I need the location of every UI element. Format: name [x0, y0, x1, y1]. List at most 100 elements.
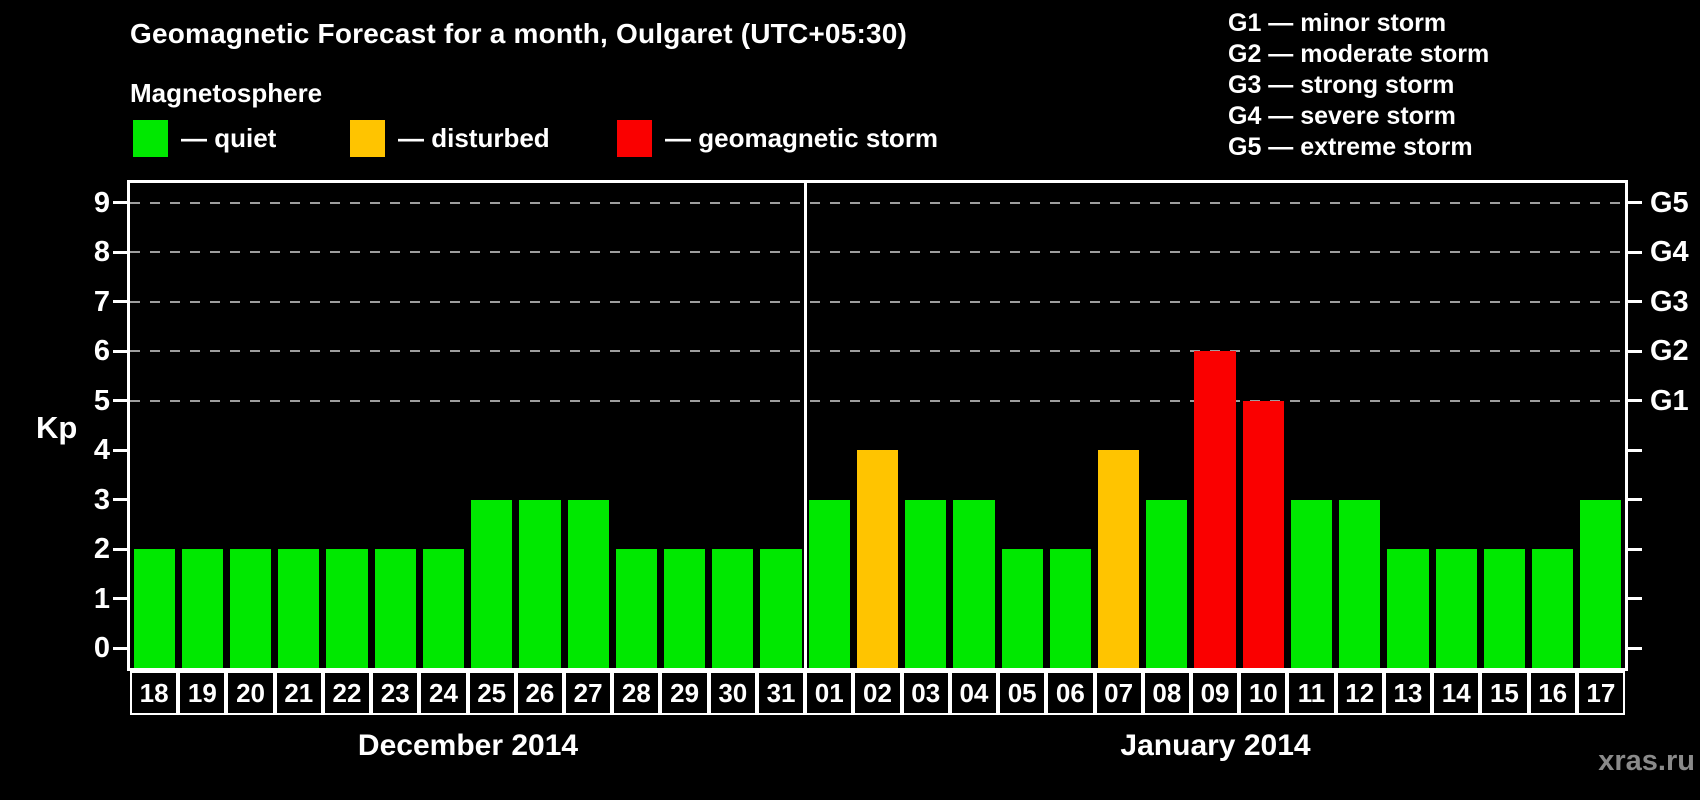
gridline-kp-6 — [130, 350, 1625, 353]
kp-bar-january-03 — [905, 499, 947, 668]
legend-label-storm: — geomagnetic storm — [665, 122, 939, 153]
date-cell-december-23: 23 — [371, 671, 420, 715]
g-legend-item-g3: G3 — strong storm — [1228, 71, 1455, 99]
y-tick-left-7 — [113, 300, 127, 304]
chart-title: Geomagnetic Forecast for a month, Oulgar… — [130, 18, 908, 49]
gridline-kp-8 — [130, 251, 1625, 254]
y-axis-label-8: 8 — [93, 236, 110, 269]
magnetosphere-legend-title: Magnetosphere — [130, 78, 323, 108]
date-cell-december-30: 30 — [708, 671, 757, 715]
legend-label-quiet: — quiet — [181, 122, 277, 153]
date-cell-december-24: 24 — [419, 671, 468, 715]
kp-bar-december-30 — [712, 549, 754, 668]
kp-bar-january-05 — [1001, 549, 1043, 668]
kp-bar-january-08 — [1146, 499, 1188, 668]
g-scale-axis-label-g1: G1 — [1650, 384, 1689, 417]
y-tick-left-9 — [113, 201, 127, 205]
kp-bar-december-19 — [181, 549, 223, 668]
date-cell-january-14: 14 — [1432, 671, 1481, 715]
gridline-kp-7 — [130, 300, 1625, 303]
date-cell-december-27: 27 — [564, 671, 613, 715]
kp-bar-december-22 — [326, 549, 368, 668]
date-cell-january-03: 03 — [901, 671, 950, 715]
y-tick-left-6 — [113, 349, 127, 353]
kp-axis-title: Kp — [36, 410, 78, 445]
kp-bar-january-01 — [808, 499, 850, 668]
plot-area — [127, 180, 1628, 671]
kp-bar-january-16 — [1532, 549, 1574, 668]
kp-bar-january-07 — [1098, 450, 1140, 668]
y-axis-label-9: 9 — [93, 186, 110, 219]
date-cell-january-15: 15 — [1480, 671, 1529, 715]
g-scale-axis-label-g2: G2 — [1650, 335, 1689, 368]
date-cell-january-11: 11 — [1287, 671, 1336, 715]
legend-item-quiet: — quiet — [133, 119, 276, 157]
date-cell-december-29: 29 — [660, 671, 709, 715]
watermark: xras.ru — [1598, 745, 1695, 777]
date-cell-january-13: 13 — [1383, 671, 1433, 715]
kp-bar-january-04 — [953, 499, 995, 668]
kp-bar-january-17 — [1580, 499, 1622, 668]
kp-bar-december-20 — [229, 549, 272, 668]
date-cell-january-02: 02 — [853, 671, 902, 715]
kp-bar-january-02 — [856, 450, 899, 668]
date-cell-january-07: 07 — [1094, 671, 1143, 715]
kp-bar-january-12 — [1339, 499, 1381, 668]
gridline-kp-5 — [130, 399, 1625, 402]
y-axis-label-7: 7 — [93, 285, 110, 318]
y-axis-label-0: 0 — [93, 632, 110, 665]
y-axis-label-3: 3 — [93, 483, 110, 516]
date-cell-january-05: 05 — [998, 671, 1047, 715]
kp-bar-january-14 — [1435, 549, 1477, 668]
kp-bar-december-31 — [760, 549, 802, 668]
quiet-color-swatch — [133, 119, 168, 157]
date-cell-december-31: 31 — [756, 671, 806, 715]
date-cell-january-12: 12 — [1335, 671, 1384, 715]
g-scale-axis-label-g4: G4 — [1650, 236, 1689, 269]
date-cell-december-20: 20 — [226, 671, 275, 715]
y-tick-right-3 — [1628, 498, 1642, 502]
legend-item-storm: — geomagnetic storm — [617, 119, 938, 157]
date-cell-january-16: 16 — [1528, 671, 1577, 715]
date-cell-december-19: 19 — [178, 671, 227, 715]
g-scale-axis-label-g5: G5 — [1650, 186, 1689, 219]
storm-color-swatch — [617, 119, 652, 157]
kp-bar-december-21 — [278, 549, 320, 668]
date-cell-january-10: 10 — [1239, 671, 1288, 715]
kp-bar-december-25 — [471, 499, 513, 668]
y-tick-left-2 — [113, 547, 127, 551]
date-cell-december-28: 28 — [612, 671, 661, 715]
date-cell-december-26: 26 — [515, 671, 565, 715]
legend-item-disturbed: — disturbed — [350, 119, 550, 157]
date-cell-january-08: 08 — [1142, 671, 1191, 715]
date-cell-january-09: 09 — [1190, 671, 1240, 715]
date-cell-january-17: 17 — [1576, 671, 1625, 715]
y-tick-right-2 — [1628, 547, 1642, 551]
month-label-december: December 2014 — [357, 729, 579, 762]
g-scale-axis-label-g3: G3 — [1650, 285, 1689, 318]
date-axis-row: 18 19 20 21 22 23 24 25 26 27 28 29 30 31 01 02 03 04 05 06… — [130, 671, 1625, 717]
month-separator-line — [803, 183, 807, 668]
kp-bar-january-06 — [1049, 549, 1091, 668]
kp-bar-december-28 — [615, 549, 657, 668]
date-cell-december-18: 18 — [130, 671, 179, 715]
y-tick-right-1 — [1628, 597, 1642, 601]
y-tick-left-5 — [113, 399, 127, 403]
date-cell-january-01: 01 — [805, 671, 854, 715]
y-axis-label-6: 6 — [93, 335, 110, 368]
kp-bar-january-11 — [1290, 499, 1333, 668]
date-cell-december-22: 22 — [322, 671, 372, 715]
month-label-january: January 2014 — [1120, 729, 1311, 762]
gridline-kp-9 — [130, 201, 1625, 204]
legend-label-disturbed: — disturbed — [398, 122, 550, 153]
date-cell-january-04: 04 — [949, 671, 999, 715]
kp-bar-january-13 — [1387, 549, 1429, 668]
kp-bar-december-18 — [133, 549, 175, 668]
date-cell-december-25: 25 — [467, 671, 516, 715]
y-tick-left-0 — [113, 646, 127, 650]
y-tick-right-6 — [1628, 349, 1642, 353]
y-tick-right-4 — [1628, 448, 1642, 452]
kp-bar-december-27 — [567, 499, 609, 668]
kp-bar-january-10 — [1242, 400, 1284, 668]
